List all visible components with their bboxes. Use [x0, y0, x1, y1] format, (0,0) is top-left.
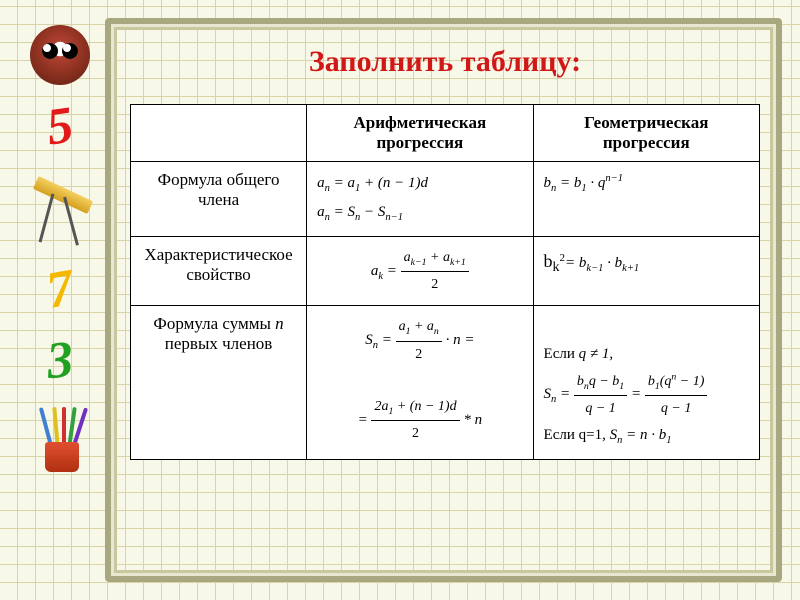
header-geometric: Геометрическая прогрессия [533, 105, 759, 162]
label-characteristic: Характеристическое свойство [131, 236, 307, 306]
arith-general-formula: an = a1 + (n − 1)d an = Sn − Sn−1 [307, 162, 533, 237]
header-arithmetic: Арифметическая прогрессия [307, 105, 533, 162]
label-sum: Формула суммы n первых членов [131, 306, 307, 459]
geom-general-formula: bn = b1 · qn−1 [533, 162, 759, 237]
sidebar-decoration: 5 7 3 [15, 20, 105, 580]
number-7-icon: 7 [42, 258, 78, 321]
geom-sum-formula: Если q ≠ 1, Sn = bnq − b1 q − 1 = b1(qn … [533, 306, 759, 459]
number-5-icon: 5 [43, 95, 77, 157]
label-general-term: Формула общего члена [131, 162, 307, 237]
table-header-row: Арифметическая прогрессия Геометрическая… [131, 105, 760, 162]
slide-content: Заполнить таблицу: Арифметическая прогре… [120, 30, 770, 570]
arith-sum-formula: Sn = a1 + an 2 · n = = 2a1 + (n − 1)d 2 … [307, 306, 533, 459]
header-blank [131, 105, 307, 162]
ruler-compass-icon [25, 168, 95, 248]
geom-characteristic-formula: bk2= bk−1 · bk+1 [533, 236, 759, 306]
progression-table: Арифметическая прогрессия Геометрическая… [130, 104, 760, 460]
arith-characteristic-formula: ak = ak−1 + ak+1 2 [307, 236, 533, 306]
owl-icon [30, 25, 90, 85]
row-characteristic: Характеристическое свойство ak = ak−1 + … [131, 236, 760, 306]
slide-title: Заполнить таблицу: [130, 45, 760, 79]
number-3-icon: 3 [44, 330, 75, 391]
pencil-cup-icon [30, 402, 90, 472]
row-sum: Формула суммы n первых членов Sn = a1 + … [131, 306, 760, 459]
row-general-term: Формула общего члена an = a1 + (n − 1)d … [131, 162, 760, 237]
